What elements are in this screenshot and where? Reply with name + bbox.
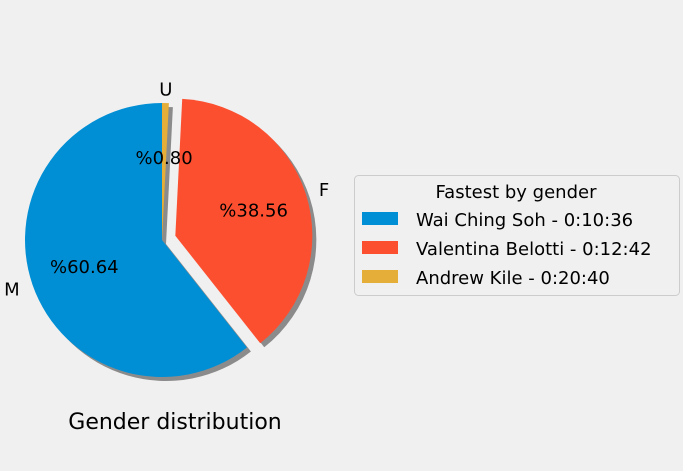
legend-swatch-1 [362, 212, 398, 225]
pie-slice-u [162, 102, 169, 240]
legend-entry-2: Valentina Belotti - 0:12:42 [416, 239, 652, 260]
pie-category-label-u: U [159, 79, 172, 100]
legend-entry-1: Wai Ching Soh - 0:10:36 [416, 210, 633, 231]
pie-pct-label-m: %60.64 [50, 257, 119, 278]
pie-slice-shadow-u [166, 106, 173, 244]
legend-swatch-3 [362, 270, 398, 283]
legend: Fastest by gender Wai Ching Soh - 0:10:3… [354, 175, 680, 296]
legend-entry-3: Andrew Kile - 0:20:40 [416, 268, 610, 289]
pie-pct-label-f: %38.56 [219, 201, 288, 222]
pie-slice-f [175, 98, 313, 344]
pie-label-layer: %60.64 M %38.56 F %0.80 U [4, 79, 329, 300]
pie-category-label-m: M [4, 279, 20, 300]
legend-frame [354, 175, 680, 296]
pie-pct-label-u: %0.80 [136, 148, 193, 169]
chart-title: Gender distribution [68, 410, 281, 435]
legend-title: Fastest by gender [435, 182, 597, 203]
pie-category-label-f: F [319, 180, 329, 201]
legend-swatch-2 [362, 241, 398, 254]
pie-slice-m [25, 103, 247, 378]
pie-slice-layer [25, 98, 313, 378]
